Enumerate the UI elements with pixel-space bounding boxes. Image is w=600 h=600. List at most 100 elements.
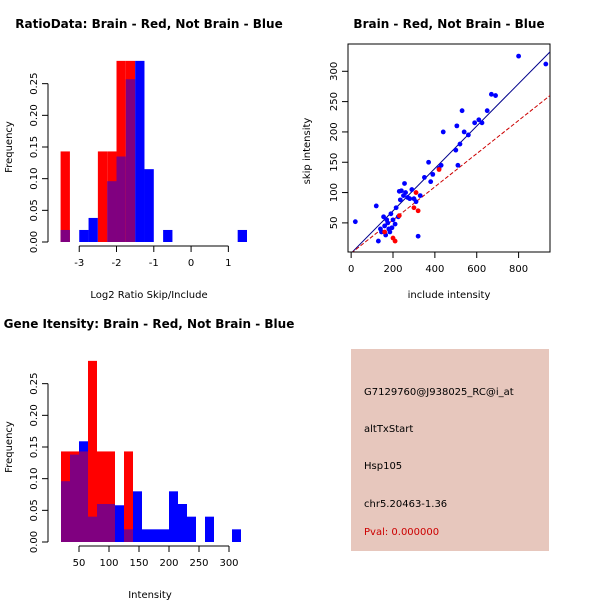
- scatter-point-not-brain-20: [398, 188, 404, 194]
- intensity-bar-overlap-3: [88, 516, 97, 542]
- scatter-point-not-brain-25: [407, 196, 413, 202]
- ratio-x-tick-label-4: 1: [225, 258, 231, 269]
- scatter-plot-box: [347, 43, 551, 253]
- ratio-bar-not-brain-19: [237, 229, 247, 242]
- ratio-x-axis-label: Log2 Ratio Skip/Include: [90, 290, 207, 301]
- intensity-x-tick-label-2: 150: [129, 558, 148, 569]
- scatter-point-not-brain-31: [422, 175, 427, 180]
- ratio-x-tick-label-0: -3: [74, 258, 84, 269]
- scatter-point-not-brain-22: [402, 181, 407, 186]
- scatter-point-not-brain-23: [403, 190, 408, 195]
- scatter-axes: 0 200 400 600 800 50 100 150 200 250 300: [329, 62, 528, 275]
- intensity-bar-brain-3: [88, 360, 97, 542]
- intensity-bar-brain-4: [97, 451, 106, 542]
- scatter-point-not-brain-33: [428, 179, 434, 185]
- ratio-x-tick-label-3: 0: [188, 258, 194, 269]
- intensity-x-axis-label: Intensity: [128, 590, 172, 600]
- intensity-bar-not-brain-16: [205, 516, 214, 542]
- scatter-y-tick-label-2: 150: [329, 153, 340, 172]
- intensity-bar-brain-7: [124, 451, 133, 542]
- scatter-point-not-brain-30: [417, 193, 423, 199]
- intensity-x-tick-label-1: 100: [99, 558, 118, 569]
- intensity-y-tick-label-4: 0.20: [29, 404, 40, 426]
- scatter-point-not-brain-48: [484, 108, 490, 114]
- scatter-y-tick-label-5: 300: [329, 62, 340, 81]
- scatter-y-axis-label: skip intensity: [302, 118, 313, 185]
- scatter-point-not-brain-0: [352, 219, 358, 225]
- scatter-y-tick-label-3: 200: [329, 122, 340, 141]
- intensity-bar-overlap-0: [61, 481, 70, 542]
- scatter-point-brain-5: [413, 190, 419, 195]
- ratio-x-tick-label-2: -1: [149, 258, 159, 269]
- probe-id-text: G7129760@J938025_RC@i_at: [364, 387, 514, 398]
- scatter-point-brain-0: [382, 229, 388, 235]
- scatter-point-not-brain-32: [426, 159, 431, 165]
- scatter-point-not-brain-46: [476, 117, 482, 123]
- scatter-point-brain-7: [436, 167, 442, 172]
- scatter-x-tick-label-1: 200: [383, 264, 402, 275]
- intensity-x-tick-label-5: 300: [219, 558, 238, 569]
- intensity-bar-overlap-7: [124, 529, 133, 542]
- scatter-point-not-brain-9: [385, 220, 391, 226]
- intensity-bar-overlap-5: [106, 504, 115, 542]
- scatter-point-not-brain-6: [382, 223, 388, 229]
- event-type-text: altTxStart: [364, 424, 414, 435]
- intensity-bar-not-brain-12: [169, 491, 178, 542]
- scatter-x-tick-label-4: 800: [509, 264, 528, 275]
- scatter-point-not-brain-28: [413, 199, 419, 205]
- scatter-point-brain-2: [392, 238, 398, 244]
- scatter-point-not-brain-13: [389, 225, 395, 231]
- ratio-y-tick-label-1: 0.05: [29, 199, 40, 221]
- gene-name-text: Hsp105: [364, 461, 403, 472]
- scatter-fit-lines: [351, 51, 550, 252]
- scatter-point-not-brain-15: [392, 221, 398, 227]
- intensity-bar-not-brain-9: [142, 529, 151, 542]
- ratio-y-tick-label-3: 0.15: [29, 136, 40, 158]
- ratio-bar-not-brain-8: [135, 60, 145, 242]
- scatter-y-tick-label-1: 100: [329, 183, 340, 202]
- pvalue-text: Pval: 0.000000: [364, 527, 440, 538]
- ratio-bar-not-brain-11: [163, 229, 173, 242]
- intensity-y-axis-label: Frequency: [4, 421, 15, 473]
- scatter-point-not-brain-44: [465, 132, 471, 138]
- ratio-y-axis-label: Frequency: [4, 121, 15, 173]
- scatter-x-axis-label: include intensity: [408, 290, 491, 301]
- ratio-bars: [60, 60, 247, 242]
- intensity-x-tick-label-3: 200: [159, 558, 178, 569]
- scatter-chart-title: Brain - Red, Not Brain - Blue: [353, 17, 544, 31]
- scatter-point-not-brain-39: [454, 123, 460, 129]
- ratio-x-tick-label-1: -2: [112, 258, 122, 269]
- scatter-point-not-brain-49: [488, 91, 494, 97]
- scatter-point-not-brain-40: [455, 162, 461, 168]
- scatter-panel: Brain - Red, Not Brain - Blue include in…: [302, 17, 551, 301]
- intensity-bar-overlap-2: [79, 451, 88, 542]
- intensity-histogram-panel: Gene Itensity: Brain - Red, Not Brain - …: [4, 317, 295, 600]
- scatter-point-not-brain-47: [479, 120, 485, 126]
- scatter-point-not-brain-50: [493, 93, 498, 98]
- scatter-x-tick-label-0: 0: [348, 264, 354, 275]
- scatter-point-not-brain-16: [393, 205, 399, 211]
- intensity-bar-not-brain-14: [187, 516, 196, 542]
- scatter-point-not-brain-34: [430, 171, 436, 177]
- scatter-point-not-brain-1: [373, 203, 379, 209]
- ratio-bar-overlap-7: [125, 79, 136, 242]
- scatter-points: [352, 53, 549, 244]
- scatter-point-not-brain-52: [543, 61, 549, 67]
- intensity-y-tick-label-5: 0.25: [29, 373, 40, 395]
- scatter-point-not-brain-5: [381, 214, 386, 220]
- intensity-bar-not-brain-11: [160, 529, 169, 542]
- intensity-chart-title: Gene Itensity: Brain - Red, Not Brain - …: [4, 317, 295, 331]
- intensity-bar-overlap-4: [97, 504, 106, 542]
- probe-info-panel: G7129760@J938025_RC@i_at altTxStart Hsp1…: [351, 349, 549, 551]
- ratio-bar-overlap-6: [116, 156, 126, 242]
- scatter-point-not-brain-42: [459, 108, 465, 114]
- ratio-axes: -3 -2 -1 0 1 0.00 0.05 0.10 0.15 0.20 0.25: [29, 73, 232, 269]
- intensity-bar-overlap-1: [70, 454, 79, 542]
- scatter-point-brain-3: [396, 213, 402, 219]
- ratio-y-tick-label-5: 0.25: [29, 73, 40, 95]
- intensity-x-tick-label-0: 50: [73, 558, 86, 569]
- intensity-bar-not-brain-19: [232, 529, 241, 542]
- ratio-bar-not-brain-9: [144, 169, 154, 242]
- ratio-bar-not-brain-2: [79, 229, 89, 242]
- scatter-point-not-brain-36: [438, 162, 444, 168]
